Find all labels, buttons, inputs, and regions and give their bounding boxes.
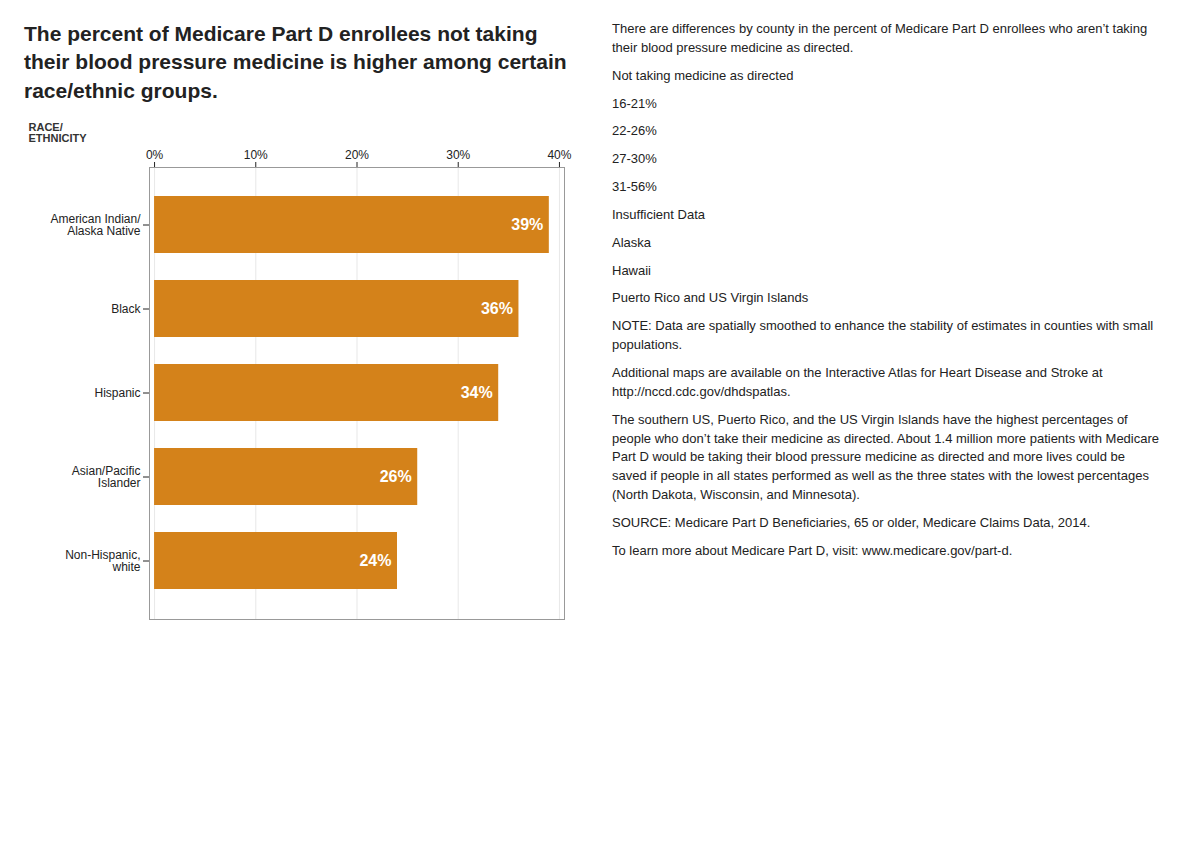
html-text:27-30%: 27-30%: [612, 151, 657, 167]
svg-text:0%: 0%: [146, 148, 164, 162]
svg-text:34%: 34%: [461, 384, 493, 401]
svg-text:40%: 40%: [547, 148, 571, 162]
html-text:22-26%: 22-26%: [612, 123, 657, 139]
html-text:Puerto Rico and US Virgin Isla: Puerto Rico and US Virgin Islands: [612, 290, 809, 306]
svg-text:Asian/PacificIslander: Asian/PacificIslander: [72, 464, 141, 490]
svg-text:10%: 10%: [244, 148, 268, 162]
html-text:The southern US, Puerto Rico,: The southern US, Puerto Rico, and the US…: [612, 411, 1159, 502]
svg-text:Hispanic: Hispanic: [94, 386, 140, 400]
html-text:NOTE: Data are spatially smoot: NOTE: Data are spatially smoothed to enh…: [612, 318, 1154, 353]
svg-text:20%: 20%: [345, 148, 369, 162]
html-text:There are differences by count: There are differences by county in the p…: [612, 21, 1148, 55]
svg-text:American Indian/Alaska Native: American Indian/Alaska Native: [50, 212, 141, 238]
html-text:Insufficient Data: Insufficient Data: [612, 206, 705, 222]
html-text:SOURCE: Medicare Part D Benefi: SOURCE: Medicare Part D Beneficiaries, 6…: [612, 514, 1091, 530]
html-text:Hawaii: Hawaii: [612, 262, 651, 278]
html-text:31-56%: 31-56%: [612, 179, 657, 195]
svg-text:Non-Hispanic,white: Non-Hispanic,white: [65, 548, 141, 574]
html-text:Additional maps are available: Additional maps are available on the Int…: [612, 365, 1103, 399]
html-text:Not taking medicine as directe: Not taking medicine as directed: [612, 67, 794, 83]
svg-text:36%: 36%: [481, 300, 513, 317]
html-text:16-21%: 16-21%: [612, 95, 657, 111]
svg-text:24%: 24%: [359, 552, 391, 569]
svg-text:30%: 30%: [446, 148, 470, 162]
svg-text:39%: 39%: [511, 216, 543, 233]
svg-text:26%: 26%: [380, 468, 412, 485]
html-text:To learn more about Medicare P: To learn more about Medicare Part D, vis…: [612, 542, 1013, 558]
svg-text:RACE/ETHNICITY: RACE/ETHNICITY: [29, 121, 88, 144]
svg-text:Black: Black: [111, 302, 141, 316]
html-text:The percent of Medicare Part D: The percent of Medicare Part D enrollees…: [24, 22, 567, 102]
html-text:Alaska: Alaska: [612, 234, 651, 250]
